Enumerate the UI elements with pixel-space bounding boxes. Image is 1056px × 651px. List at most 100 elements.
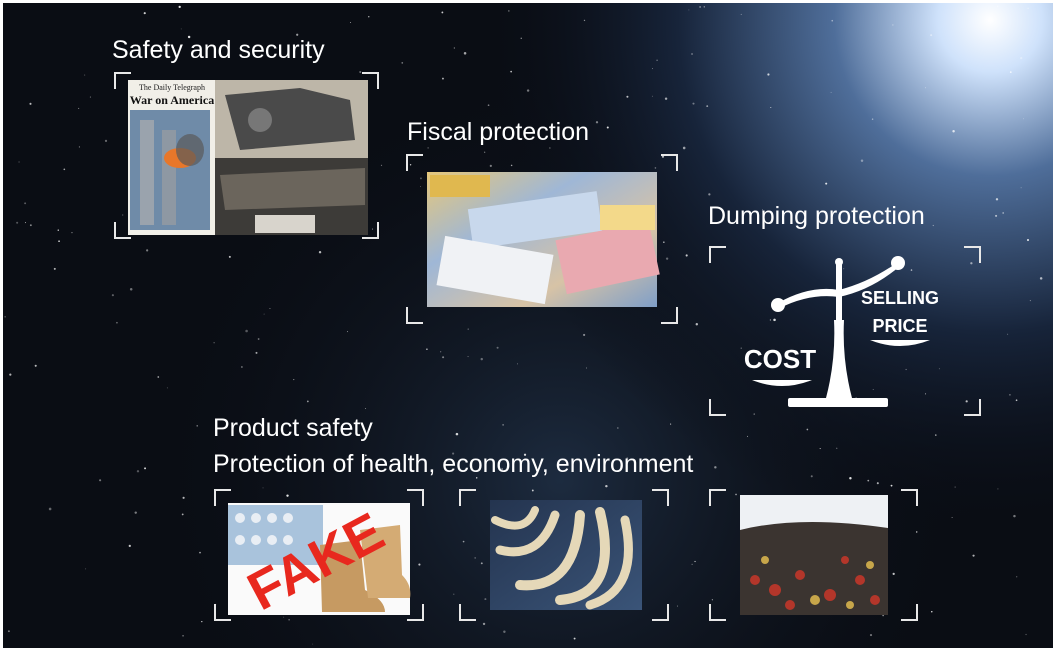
star xyxy=(955,487,956,488)
star xyxy=(741,14,742,15)
star xyxy=(474,557,476,559)
cost-label: COST xyxy=(744,344,816,374)
star xyxy=(420,177,422,179)
star xyxy=(54,268,56,270)
star xyxy=(767,73,769,75)
star xyxy=(201,621,202,622)
star xyxy=(861,160,863,162)
star xyxy=(686,254,688,256)
star xyxy=(911,269,912,270)
star xyxy=(714,466,716,468)
machine-part xyxy=(248,108,272,132)
star xyxy=(1027,239,1029,241)
star xyxy=(146,249,148,251)
star xyxy=(283,617,284,618)
star xyxy=(144,467,146,469)
star xyxy=(58,229,59,230)
star xyxy=(712,599,713,600)
star xyxy=(427,147,429,149)
star xyxy=(1021,187,1022,188)
star xyxy=(997,5,998,6)
star xyxy=(770,319,771,320)
star xyxy=(144,12,146,14)
star xyxy=(454,48,455,49)
star xyxy=(116,322,118,324)
star xyxy=(9,374,11,376)
star xyxy=(704,6,705,7)
star xyxy=(488,104,490,106)
star xyxy=(418,564,420,566)
star xyxy=(692,564,693,565)
star xyxy=(574,638,576,640)
star xyxy=(181,28,182,29)
star xyxy=(129,545,131,547)
star xyxy=(583,334,585,336)
star xyxy=(319,251,321,253)
star xyxy=(831,20,833,22)
star xyxy=(696,323,698,325)
star xyxy=(972,555,974,557)
euro-image xyxy=(427,172,660,307)
star xyxy=(63,168,65,170)
star xyxy=(1030,300,1031,301)
star xyxy=(35,365,37,367)
star xyxy=(905,369,906,370)
star xyxy=(699,6,701,8)
star xyxy=(872,118,873,119)
star xyxy=(683,147,686,150)
star xyxy=(197,425,198,426)
star xyxy=(995,215,997,217)
star xyxy=(626,96,628,98)
star xyxy=(359,71,361,73)
star xyxy=(84,75,85,76)
star xyxy=(1040,277,1043,280)
star xyxy=(19,162,20,163)
star xyxy=(605,485,607,487)
star xyxy=(157,376,159,378)
star xyxy=(1007,334,1008,335)
star xyxy=(688,10,689,11)
star xyxy=(484,598,486,600)
star xyxy=(849,477,851,479)
star xyxy=(502,424,504,426)
star xyxy=(607,126,609,128)
star xyxy=(440,351,441,352)
star xyxy=(183,497,185,499)
star xyxy=(312,644,313,645)
star xyxy=(368,16,369,17)
star xyxy=(8,630,10,632)
star xyxy=(264,314,265,315)
heading: Fiscal protection xyxy=(407,118,589,146)
page: Safety and security Fiscal protection Du… xyxy=(0,0,1056,651)
star xyxy=(584,20,585,21)
star xyxy=(245,330,248,333)
star xyxy=(549,148,550,149)
star xyxy=(527,89,529,91)
star xyxy=(586,367,587,368)
star xyxy=(892,25,893,26)
star xyxy=(58,240,60,242)
star xyxy=(521,38,522,39)
star xyxy=(870,634,872,636)
star xyxy=(966,400,968,402)
star xyxy=(468,356,469,357)
heading: Product safety xyxy=(213,414,373,442)
star xyxy=(820,448,821,449)
star xyxy=(79,146,80,147)
star xyxy=(255,352,257,354)
landfill-image xyxy=(740,495,888,615)
banknote xyxy=(430,175,490,197)
star xyxy=(735,494,737,496)
star xyxy=(484,152,485,153)
star xyxy=(490,165,492,167)
star xyxy=(71,232,72,233)
star xyxy=(1023,118,1024,119)
star xyxy=(85,568,86,569)
star xyxy=(925,393,926,394)
star xyxy=(939,368,940,369)
star xyxy=(511,165,513,167)
star xyxy=(931,611,932,612)
star xyxy=(90,97,91,98)
star xyxy=(873,389,874,390)
star xyxy=(532,490,534,492)
